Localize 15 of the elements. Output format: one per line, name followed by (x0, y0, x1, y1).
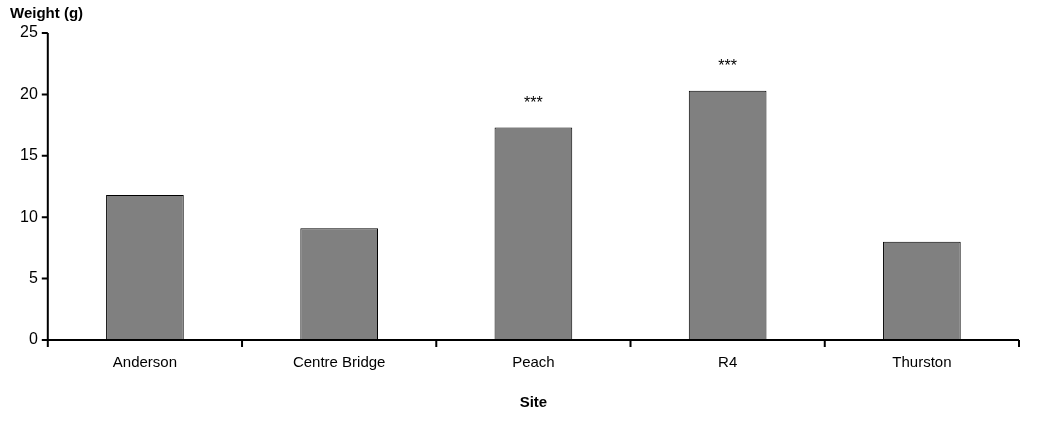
y-tick-label: 25 (20, 23, 38, 41)
x-tick-label: Anderson (112, 353, 178, 371)
y-tick-label: 20 (20, 84, 38, 102)
annotation: *** (718, 56, 737, 74)
annotation: *** (524, 93, 543, 111)
y-axis-title: Weight (g) (10, 4, 84, 22)
y-tick-label: 10 (20, 207, 38, 225)
x-tick-label: Thurston (892, 353, 952, 371)
x-tick-label: R4 (718, 353, 738, 371)
y-tick-label: 5 (28, 269, 38, 287)
x-tick-label: Centre Bridge (292, 353, 386, 371)
y-tick-label: 15 (20, 146, 38, 164)
x-tick-label: Peach (512, 353, 555, 371)
y-tick-label: 0 (28, 330, 38, 348)
x-axis-title: Site (519, 393, 548, 411)
